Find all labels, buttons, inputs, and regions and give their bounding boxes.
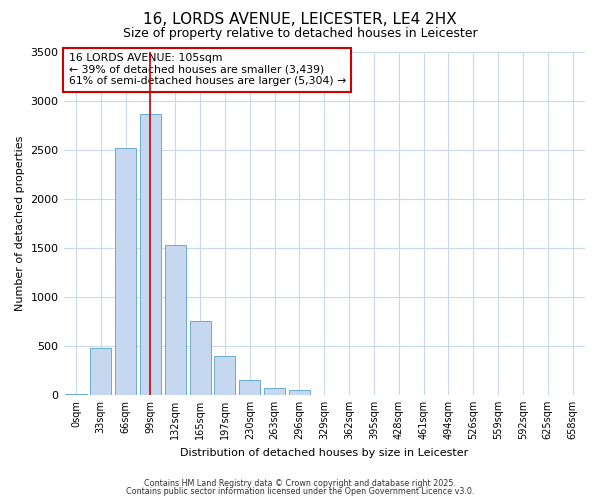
Bar	[140, 114, 161, 395]
Bar	[214, 356, 235, 395]
Bar	[65, 394, 86, 395]
Bar	[289, 390, 310, 395]
Bar	[239, 380, 260, 395]
Bar	[90, 348, 112, 395]
Text: 16, LORDS AVENUE, LEICESTER, LE4 2HX: 16, LORDS AVENUE, LEICESTER, LE4 2HX	[143, 12, 457, 28]
Text: 16 LORDS AVENUE: 105sqm
← 39% of detached houses are smaller (3,439)
61% of semi: 16 LORDS AVENUE: 105sqm ← 39% of detache…	[69, 53, 346, 86]
Text: Contains public sector information licensed under the Open Government Licence v3: Contains public sector information licen…	[126, 487, 474, 496]
Bar	[165, 245, 186, 395]
X-axis label: Distribution of detached houses by size in Leicester: Distribution of detached houses by size …	[180, 448, 469, 458]
Bar	[115, 148, 136, 395]
Text: Contains HM Land Registry data © Crown copyright and database right 2025.: Contains HM Land Registry data © Crown c…	[144, 478, 456, 488]
Text: Size of property relative to detached houses in Leicester: Size of property relative to detached ho…	[122, 28, 478, 40]
Bar	[190, 322, 211, 395]
Bar	[264, 388, 285, 395]
Y-axis label: Number of detached properties: Number of detached properties	[15, 136, 25, 311]
